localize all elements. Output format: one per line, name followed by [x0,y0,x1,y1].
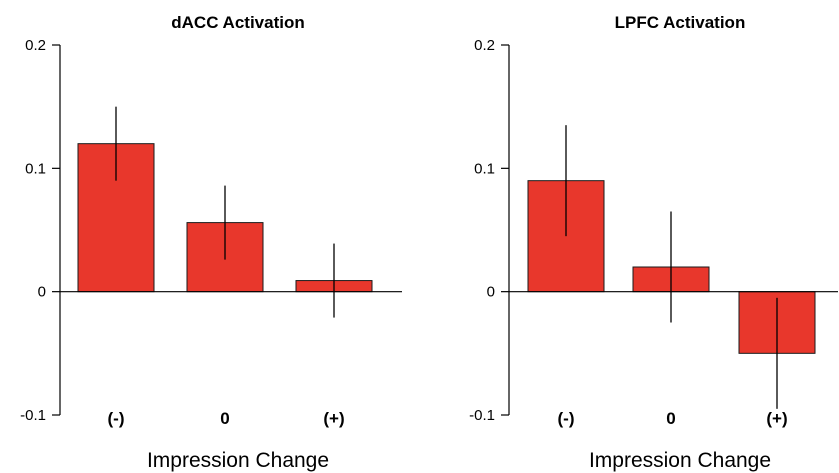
panel-lpfc: LPFC Activation 0.2 0.1 0 -0.1 (-) 0 (+) Impress… [469,13,838,472]
y-tick-label: 0.1 [25,160,46,177]
y-tick-label: 0.2 [25,37,46,54]
panel-dacc: dACC Activation 0.2 0.1 0 -0.1 (-) 0 (+) Impress… [20,13,402,472]
category-label: (-) [558,409,575,428]
chart-title: dACC Activation [171,13,305,32]
category-label: 0 [666,409,675,428]
chart-title: LPFC Activation [615,13,746,32]
y-tick-label: 0 [487,284,495,301]
category-label: (+) [323,409,344,428]
y-tick-label: 0 [38,284,46,301]
category-label: (-) [108,409,125,428]
x-axis-label: Impression Change [147,449,329,472]
y-tick-label: 0.1 [474,160,495,177]
x-axis-label: Impression Change [589,449,771,472]
y-tick-label: -0.1 [20,407,46,424]
category-label: 0 [220,409,229,428]
y-tick-label: 0.2 [474,37,495,54]
y-tick-label: -0.1 [469,407,495,424]
category-label: (+) [766,409,787,428]
